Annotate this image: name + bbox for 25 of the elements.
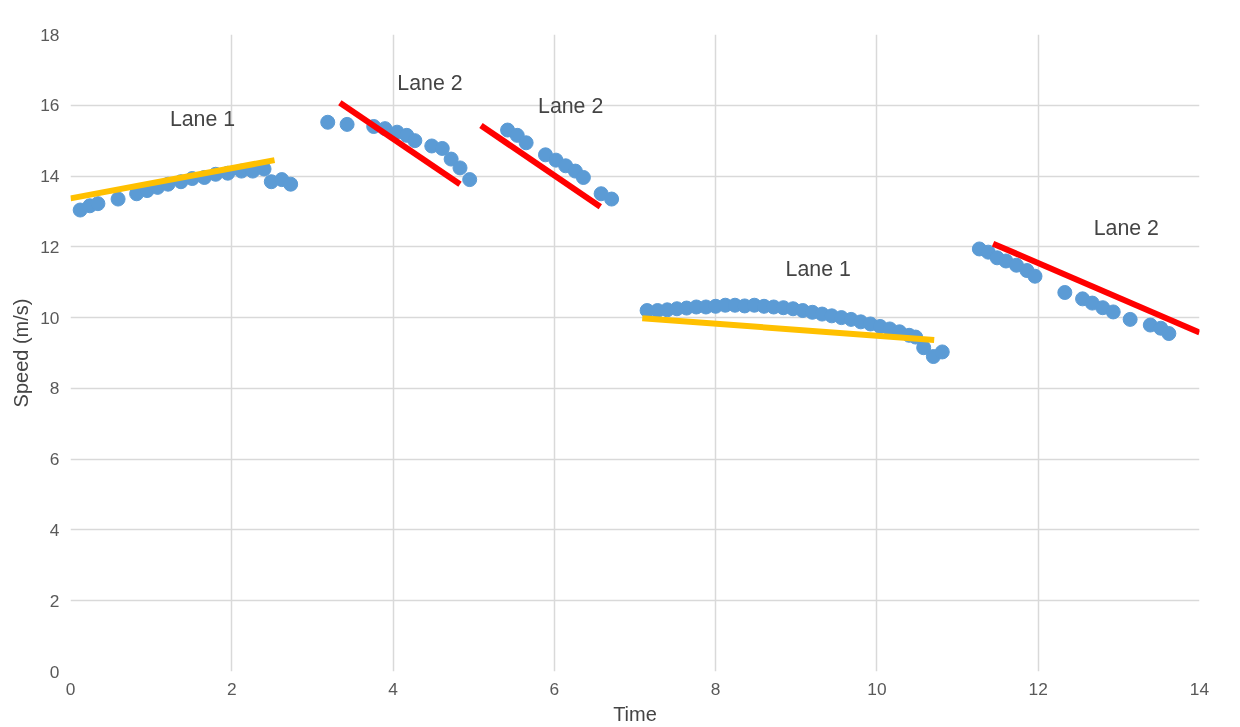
x-tick-label: 8	[710, 678, 721, 699]
x-tick-label: 6	[549, 678, 560, 699]
y-tick-label: 0	[49, 661, 60, 682]
x-tick-label: 4	[388, 678, 399, 699]
x-tick-label: 0	[65, 678, 76, 699]
text: Lane 1	[785, 257, 851, 282]
series-label: Lane 1	[169, 107, 236, 132]
y-tick-label: 10	[40, 307, 60, 328]
x-tick-label: 12	[1028, 678, 1048, 699]
series-label: Lane 2	[397, 71, 463, 96]
y-tick-label: 18	[40, 24, 60, 45]
y-axis-title: Speed (m/s)	[10, 298, 33, 408]
x-tick-label: 14	[1189, 678, 1210, 699]
series-label: Lane 2	[538, 94, 604, 119]
x-tick-label: 10	[867, 678, 887, 699]
y-tick-label: 12	[40, 236, 60, 257]
x-axis-title: Time	[613, 702, 657, 725]
y-tick-label: 14	[40, 166, 60, 187]
y-tick-label: 16	[40, 95, 60, 116]
y-tick-label: 8	[49, 378, 60, 399]
y-tick-label: 4	[49, 519, 60, 540]
y-tick-label: 6	[49, 449, 60, 470]
text: Lane 2	[1093, 216, 1159, 241]
x-tick-label: 2	[226, 678, 237, 699]
y-tick-label: 2	[49, 590, 60, 611]
